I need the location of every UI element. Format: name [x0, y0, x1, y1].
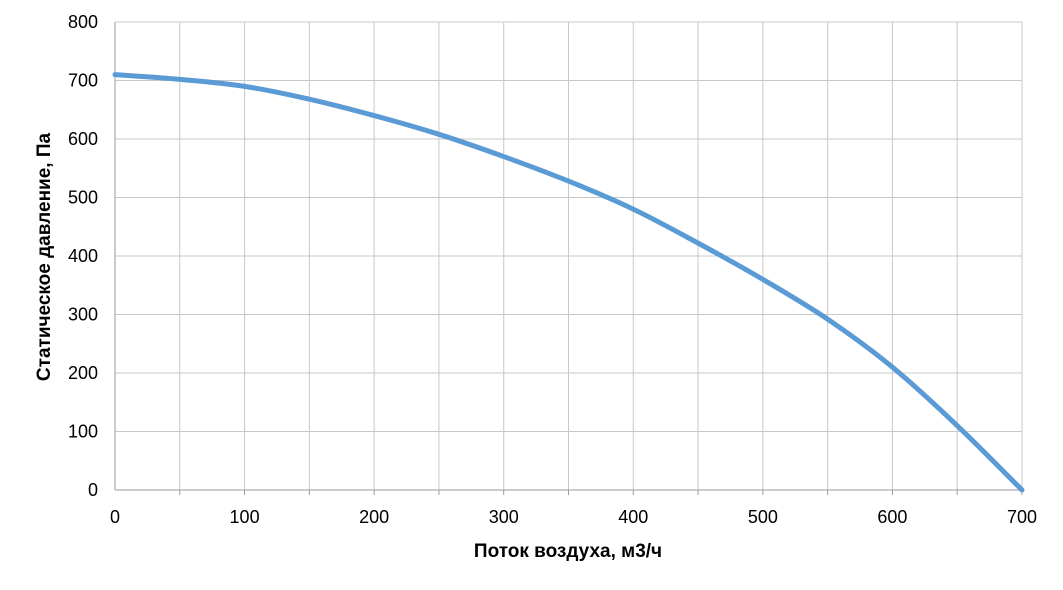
y-tick-label: 600 [68, 129, 98, 149]
y-tick-label: 300 [68, 305, 98, 325]
x-axis-title: Поток воздуха, м3/ч [474, 541, 662, 562]
data-series [112, 72, 1025, 493]
y-tick-label: 500 [68, 188, 98, 208]
axes [114, 22, 1023, 495]
x-tick-label: 400 [618, 507, 648, 527]
y-tick-labels: 0 100 200 300 400 500 600 700 800 [68, 12, 98, 500]
y-axis-title: Статическое давление, Па [34, 132, 55, 381]
x-tick-label: 200 [359, 507, 389, 527]
y-tick-label: 400 [68, 246, 98, 266]
y-tick-label: 0 [88, 480, 98, 500]
y-tick-label: 800 [68, 12, 98, 32]
x-tick-labels: 0 100 200 300 400 500 600 700 [110, 507, 1037, 527]
x-tick-label: 600 [877, 507, 907, 527]
x-tick-label: 500 [748, 507, 778, 527]
y-tick-label: 700 [68, 71, 98, 91]
x-tick-label: 700 [1007, 507, 1037, 527]
gridlines [115, 21, 1023, 490]
y-tick-label: 100 [68, 422, 98, 442]
y-tick-label: 200 [68, 363, 98, 383]
x-tick-label: 0 [110, 507, 120, 527]
x-tick-label: 100 [230, 507, 260, 527]
series-line [112, 72, 1025, 493]
x-tick-label: 300 [489, 507, 519, 527]
